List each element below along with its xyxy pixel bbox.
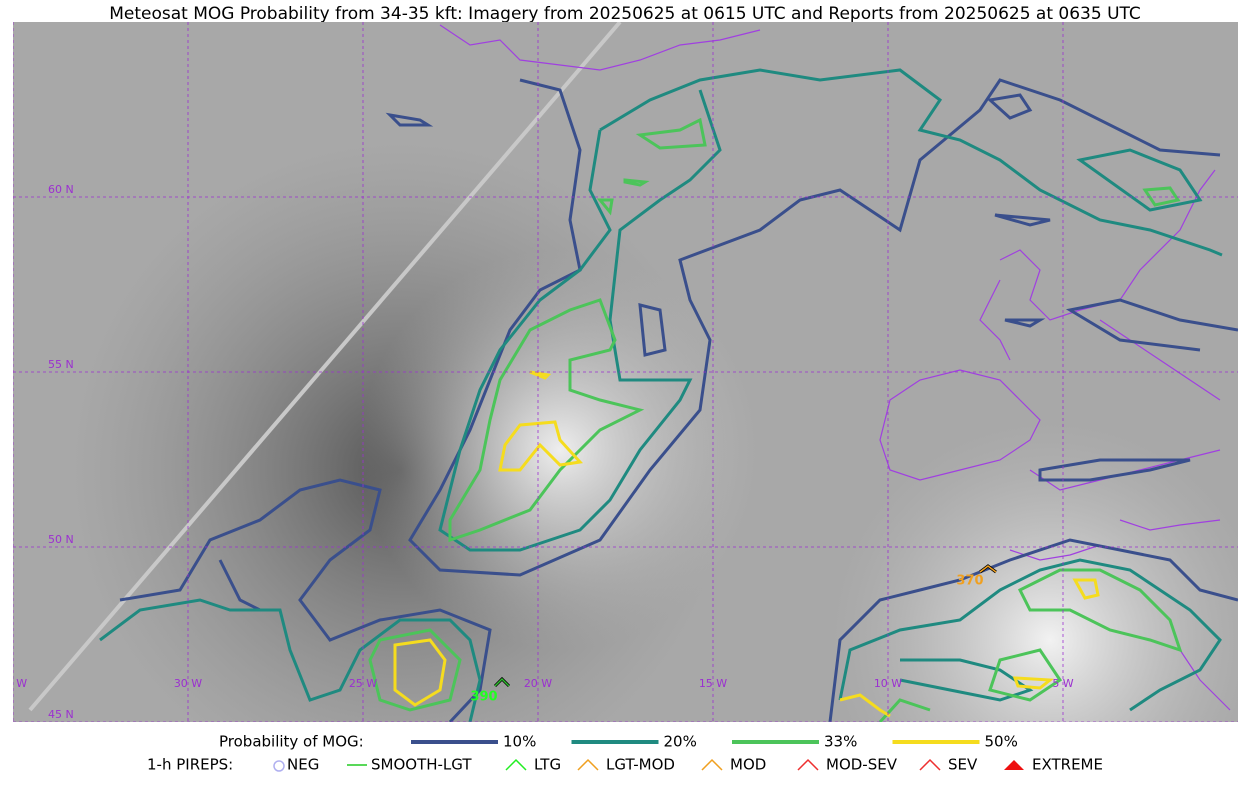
legend-icon — [577, 758, 599, 771]
lat-label: 60 N — [48, 183, 74, 196]
legend-label: EXTREME — [1032, 756, 1103, 774]
legend-label: MOD-SEV — [826, 756, 898, 774]
lat-label: 50 N — [48, 533, 74, 546]
legend-icon — [797, 758, 819, 771]
legend-icon — [1004, 760, 1024, 770]
lat-label: 45 N — [48, 708, 74, 721]
legend-label: LGT-MOD — [606, 756, 675, 774]
lon-label: 35 W — [0, 677, 27, 690]
legend-title: Probability of MOG: — [219, 733, 364, 751]
title: Meteosat MOG Probability from 34-35 kft:… — [109, 4, 1141, 24]
lon-label: 25 W — [349, 677, 377, 690]
legend: Probability of MOG: 1-h PIREPS: 10% 20% 33… — [147, 733, 1103, 774]
legend-label: 20% — [664, 733, 697, 751]
legend-label: SMOOTH-LGT — [371, 756, 472, 774]
lon-label: 10 W — [874, 677, 902, 690]
legend-label: LTG — [534, 756, 561, 774]
legend-icon — [701, 758, 723, 771]
lon-label: 20 W — [524, 677, 552, 690]
lon-label: 30 W — [174, 677, 202, 690]
report-label: 370 — [956, 574, 983, 589]
legend-label: 10% — [503, 733, 536, 751]
legend-title: 1-h PIREPS: — [147, 756, 233, 774]
legend-icon — [919, 758, 941, 771]
report-label: 390 — [470, 690, 497, 705]
legend-label: 33% — [824, 733, 857, 751]
legend-icon — [273, 760, 285, 772]
lon-label: 15 W — [699, 677, 727, 690]
map-area: 35 W 30 W 25 W 20 W 15 W 10 W 5 W 60 N 55 N 50 N 4… — [0, 22, 1238, 722]
legend-label: 50% — [985, 733, 1018, 751]
lat-label: 55 N — [48, 358, 74, 371]
lon-label: 5 W — [1052, 677, 1073, 690]
legend-label: MOD — [730, 756, 766, 774]
legend-label: NEG — [287, 756, 319, 774]
legend-icon — [505, 758, 527, 771]
legend-label: SEV — [948, 756, 978, 774]
